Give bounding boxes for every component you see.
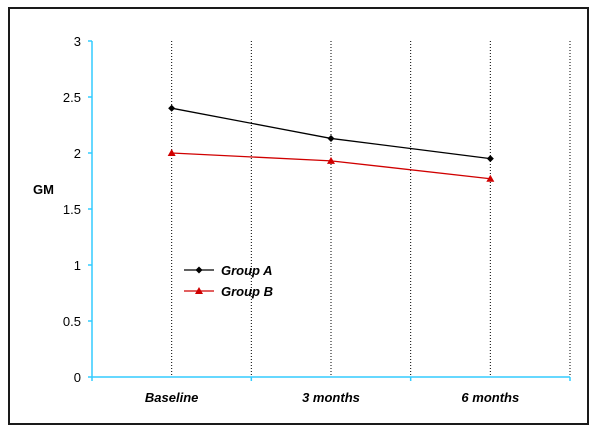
series-lines: [167, 104, 495, 182]
y-tick-label: 1: [74, 258, 81, 273]
series-group-a: [168, 104, 494, 163]
y-axis-label: GM: [33, 182, 54, 197]
legend-item: Group A: [184, 263, 273, 278]
y-tick-labels: 0 0.5 1 1.5 2 2.5 3: [63, 34, 81, 385]
data-point-marker: [486, 155, 494, 163]
axes: [88, 40, 571, 381]
y-tick-label: 2.5: [63, 90, 81, 105]
chart-frame: [8, 7, 589, 425]
y-tick-label: 3: [74, 34, 81, 49]
legend-item: Group B: [184, 284, 273, 299]
data-point-marker: [327, 134, 335, 142]
legend-label: Group B: [221, 284, 273, 299]
y-tick-label: 2: [74, 146, 81, 161]
series-line: [171, 107, 491, 160]
x-tick-label: 6 months: [461, 390, 519, 405]
series-group-b: [167, 149, 495, 182]
data-point-marker: [168, 104, 176, 112]
x-tick-label: 3 months: [302, 390, 360, 405]
x-tick-label: Baseline: [145, 390, 198, 405]
y-tick-label: 0: [74, 370, 81, 385]
data-point-marker: [195, 287, 203, 294]
y-tick-label: 0.5: [63, 314, 81, 329]
legend-label: Group A: [221, 263, 273, 278]
vertical-gridlines: [171, 41, 571, 377]
legend: Group A Group B: [184, 263, 273, 299]
data-point-marker: [167, 149, 176, 156]
y-tick-label: 1.5: [63, 202, 81, 217]
data-point-marker: [195, 266, 203, 274]
x-tick-labels: Baseline 3 months 6 months: [145, 390, 519, 405]
data-point-marker: [486, 174, 495, 182]
data-point-marker: [327, 156, 335, 164]
